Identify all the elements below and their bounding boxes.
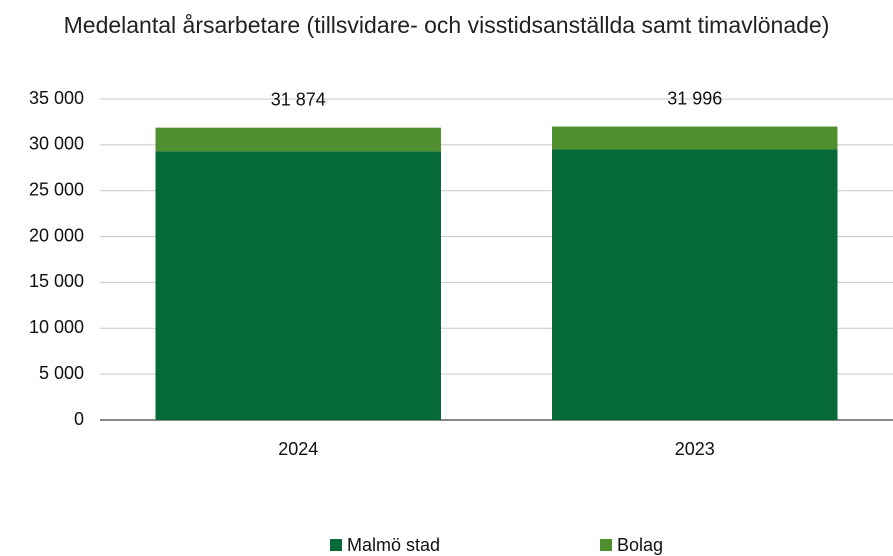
legend-label: Bolag (617, 535, 663, 555)
bar-segment (155, 127, 441, 152)
legend-swatch (600, 539, 612, 551)
y-tick-label: 20 000 (29, 225, 84, 245)
y-tick-label: 35 000 (29, 88, 84, 108)
total-label: 31 996 (667, 88, 722, 108)
total-label: 31 874 (271, 89, 326, 109)
x-tick-label: 2023 (675, 439, 715, 459)
bar-segment (155, 151, 441, 420)
y-tick-label: 5 000 (39, 363, 84, 383)
legend-swatch (330, 539, 342, 551)
y-tick-label: 15 000 (29, 271, 84, 291)
y-tick-label: 30 000 (29, 134, 84, 154)
x-tick-label: 2024 (278, 439, 318, 459)
bar-segment (552, 126, 838, 150)
y-tick-label: 25 000 (29, 179, 84, 199)
y-tick-label: 0 (74, 409, 84, 429)
bar-segment (552, 149, 838, 420)
legend-label: Malmö stad (347, 535, 440, 555)
chart-title: Medelantal årsarbetare (tillsvidare- och… (63, 12, 830, 38)
y-tick-label: 10 000 (29, 317, 84, 337)
